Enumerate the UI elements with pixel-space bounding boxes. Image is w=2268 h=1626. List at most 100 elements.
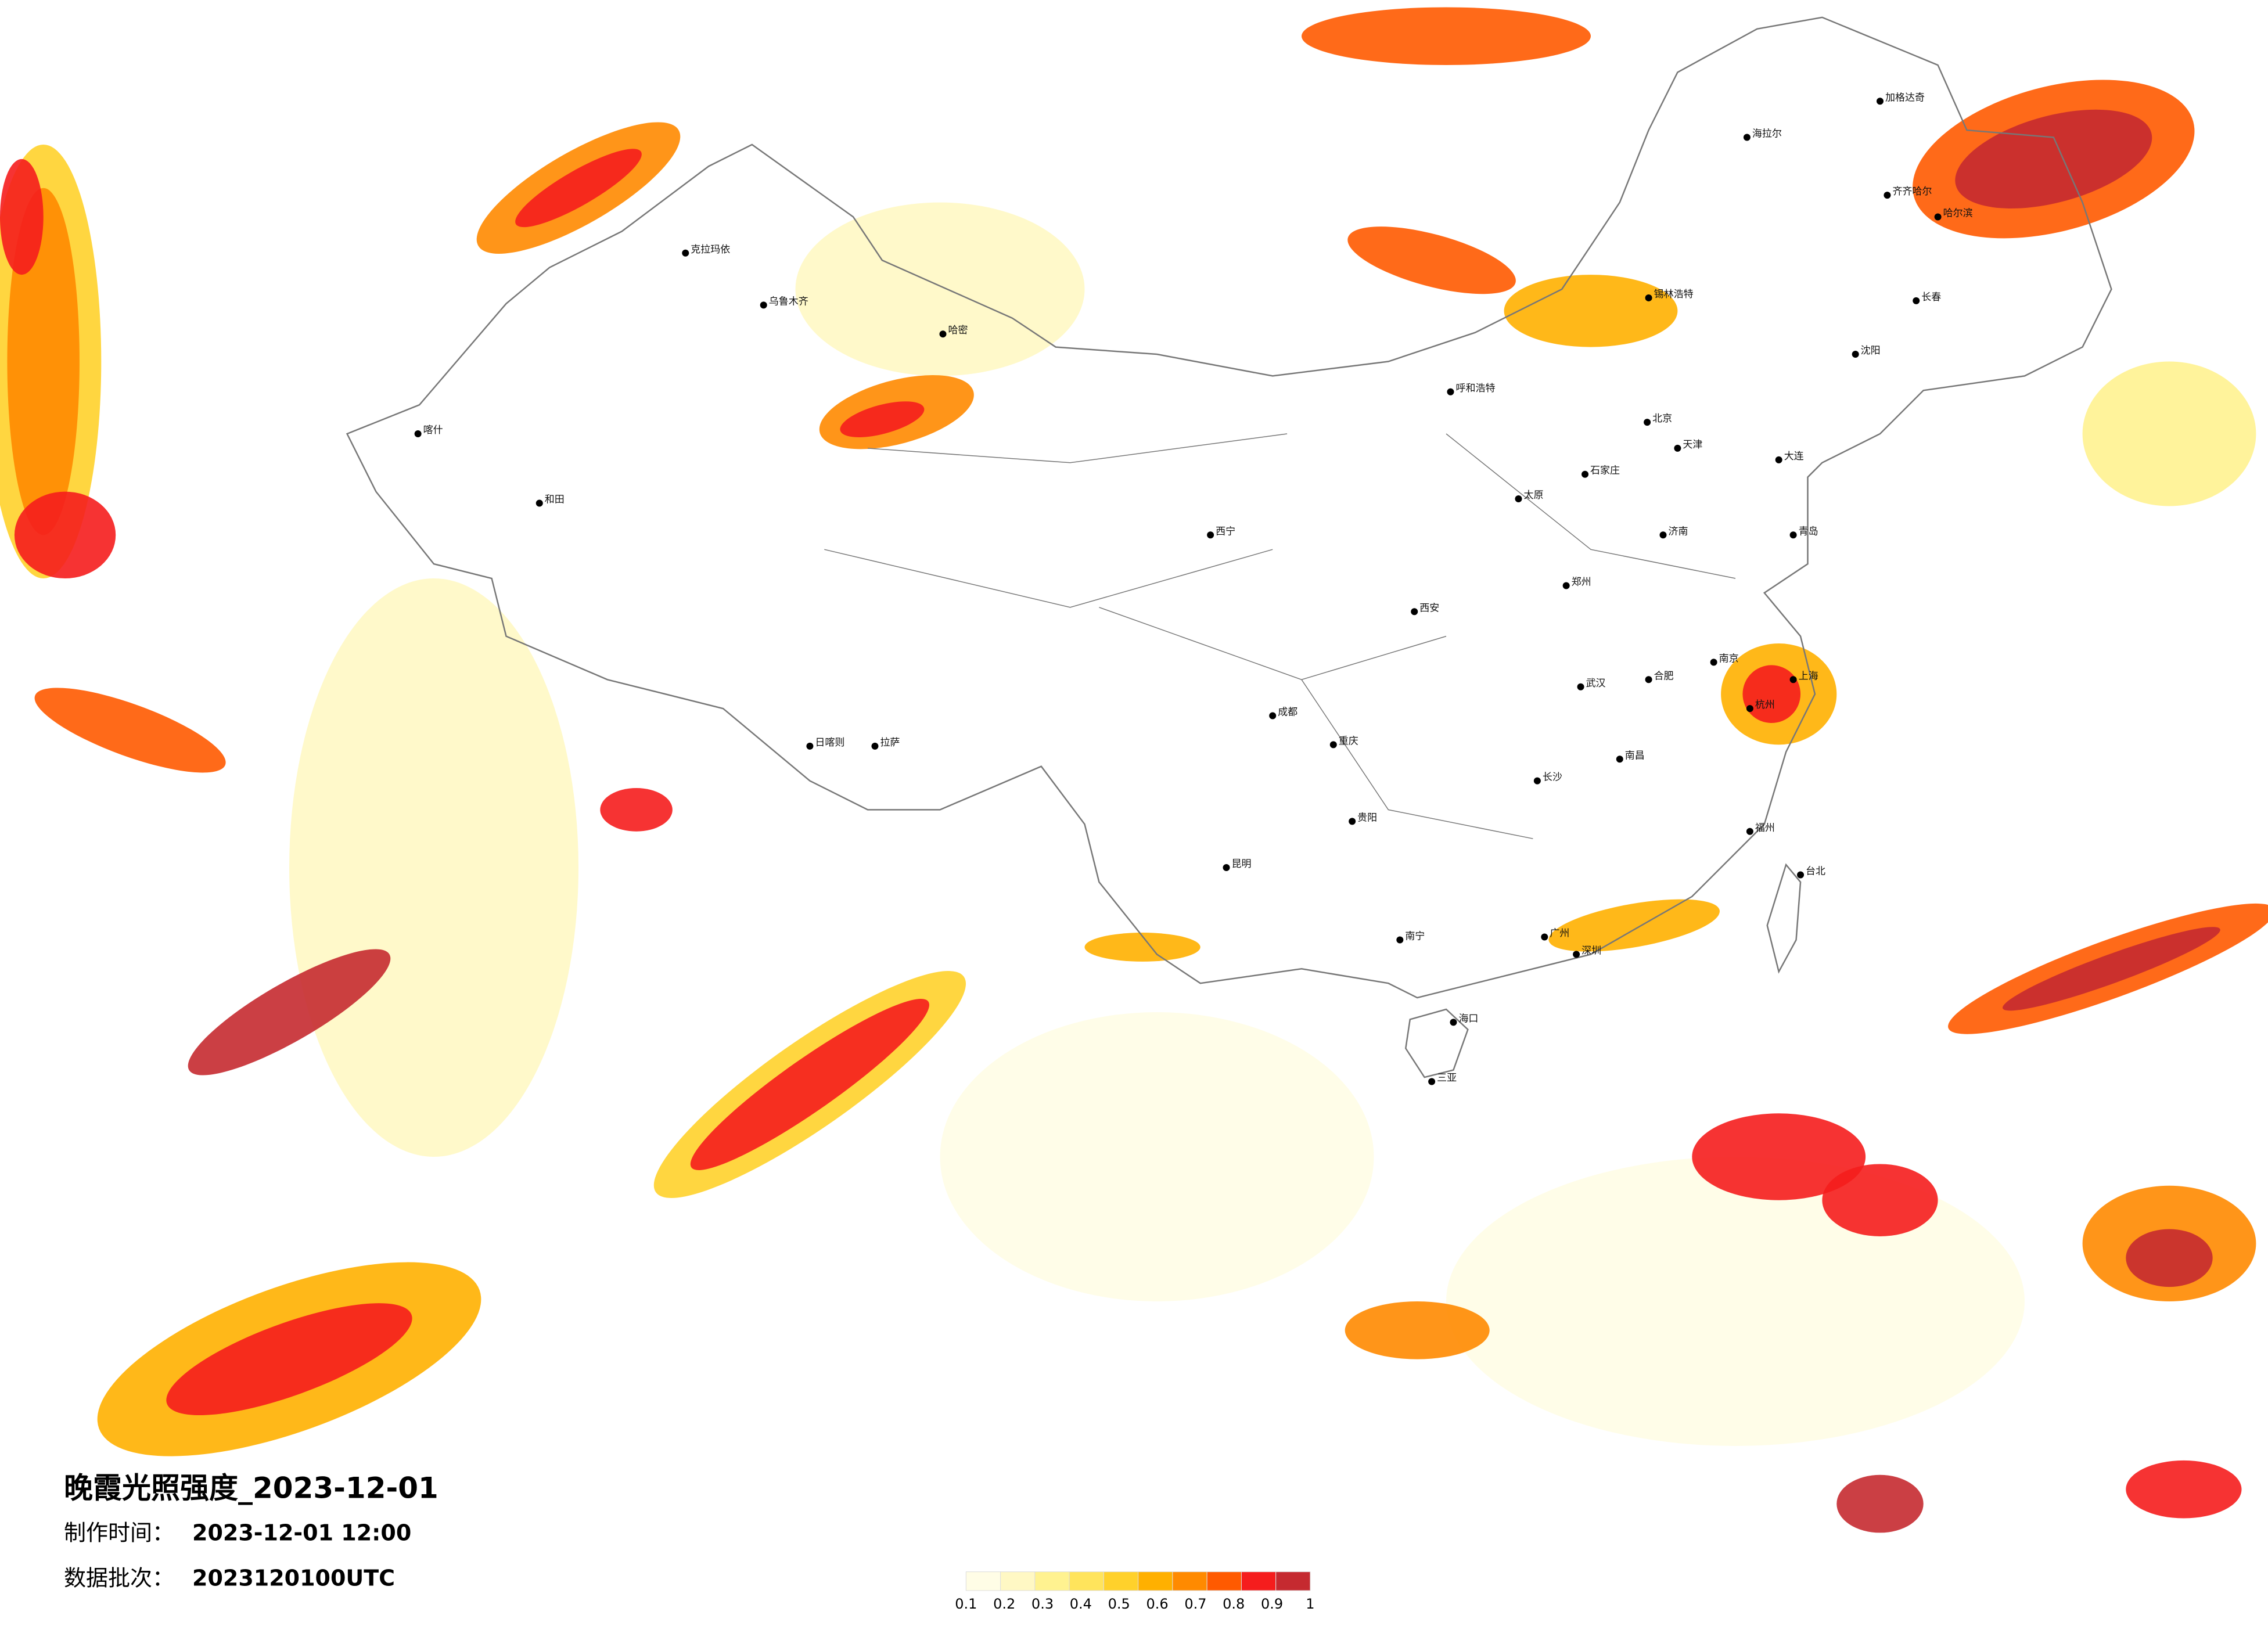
city-dot <box>1269 712 1277 720</box>
legend-tick-label: 0.4 <box>1070 1596 1092 1612</box>
intensity-patch <box>1347 226 1516 294</box>
intensity-patch <box>1742 665 1801 723</box>
city-label: 三亚 <box>1437 1073 1457 1084</box>
city-dot <box>806 742 814 750</box>
city-dot <box>1789 531 1797 539</box>
city-label: 青岛 <box>1799 526 1818 537</box>
map-title: 晚霞光照强度_2023-12-01 <box>64 1472 438 1505</box>
city-dot <box>1329 741 1337 749</box>
province-border <box>867 433 1288 463</box>
city-label: 深圳 <box>1582 945 1601 956</box>
city-label: 郑州 <box>1572 576 1591 588</box>
city-dot <box>1515 495 1522 503</box>
city-dot <box>1447 388 1454 395</box>
city-label: 贵阳 <box>1357 812 1377 823</box>
city-label: 天津 <box>1683 439 1702 451</box>
city-label: 太原 <box>1524 490 1544 501</box>
intensity-raster <box>0 7 2268 1533</box>
city-dot <box>1644 419 1651 426</box>
intensity-patch <box>1345 1301 1490 1359</box>
city-dot <box>414 430 422 437</box>
province-border <box>1099 607 1447 681</box>
legend-swatch <box>965 1571 1001 1591</box>
legend-tick-label: 0.8 <box>1223 1596 1245 1612</box>
intensity-patch <box>166 1303 412 1416</box>
city-dot <box>1616 756 1623 763</box>
island-border <box>1766 863 1802 974</box>
province-border <box>1301 679 1533 839</box>
city-label: 长春 <box>1921 292 1941 303</box>
city-label: 武汉 <box>1586 678 1606 689</box>
city-dot <box>1450 1019 1457 1026</box>
city-label: 和田 <box>545 494 565 506</box>
intensity-patch <box>7 188 80 535</box>
intensity-patch <box>289 578 578 1157</box>
city-dot <box>939 330 947 338</box>
intensity-patch <box>1692 1113 1866 1200</box>
legend-tick-label: 0.7 <box>1184 1596 1206 1612</box>
intensity-patch <box>515 149 642 228</box>
city-label: 西宁 <box>1216 526 1235 537</box>
city-dot <box>1541 933 1548 941</box>
city-label: 沈阳 <box>1861 345 1881 357</box>
intensity-patch <box>690 999 929 1170</box>
city-label: 拉萨 <box>880 737 900 749</box>
city-label: 哈密 <box>948 325 968 336</box>
intensity-patch <box>2082 361 2256 506</box>
intensity-patch <box>14 491 116 578</box>
city-dot <box>871 742 879 750</box>
city-dot <box>1884 192 1891 199</box>
city-label: 杭州 <box>1755 699 1775 711</box>
city-label: 大连 <box>1784 451 1804 462</box>
legend-tick-label: 1 <box>1306 1596 1314 1612</box>
intensity-patch <box>2126 1229 2213 1287</box>
intensity-patch <box>2126 1460 2242 1519</box>
city-label: 锡林浩特 <box>1654 289 1694 300</box>
city-label: 南宁 <box>1405 931 1425 942</box>
intensity-patch <box>1836 1474 1924 1533</box>
legend-swatch <box>1206 1571 1242 1591</box>
city-label: 长沙 <box>1543 772 1562 783</box>
legend-swatch <box>1000 1571 1036 1591</box>
intensity-patch <box>1822 1164 1938 1236</box>
city-dot <box>1934 213 1942 221</box>
legend-tick-label: 0.1 <box>955 1596 977 1612</box>
intensity-patch <box>1446 1157 2025 1446</box>
city-dot <box>1852 351 1859 358</box>
borders <box>346 16 2112 1078</box>
intensity-patch <box>0 159 44 275</box>
intensity-patch <box>1504 275 1678 347</box>
legend-swatch <box>1275 1571 1311 1591</box>
city-dot <box>1789 676 1797 684</box>
city-label: 石家庄 <box>1590 465 1620 477</box>
legend-tick-label: 0.9 <box>1261 1596 1283 1612</box>
city-dot <box>1659 531 1667 539</box>
intensity-patch <box>188 949 391 1075</box>
city-dot <box>1746 705 1753 713</box>
city-label: 福州 <box>1755 822 1775 834</box>
intensity-patch <box>34 688 226 773</box>
city-dot <box>1775 456 1782 463</box>
intensity-patch <box>1084 933 1201 962</box>
legend-swatch <box>1034 1571 1070 1591</box>
city-dot <box>682 249 689 257</box>
city-label: 合肥 <box>1654 670 1674 682</box>
legend-tick-label: 0.2 <box>993 1596 1015 1612</box>
intensity-patch <box>600 788 673 832</box>
city-dot <box>1913 297 1920 304</box>
intensity-patch <box>1302 7 1591 66</box>
made-value: 2023-12-01 12:00 <box>192 1520 411 1546</box>
city-label: 加格达奇 <box>1885 92 1925 103</box>
city-dot <box>760 301 767 309</box>
city-dot <box>1877 98 1884 105</box>
city-dot <box>1428 1078 1436 1085</box>
city-label: 哈尔滨 <box>1943 208 1973 220</box>
city-dot <box>1645 676 1652 684</box>
province-border <box>824 549 1273 608</box>
city-dot <box>1349 818 1356 825</box>
city-label: 北京 <box>1652 413 1672 425</box>
intensity-patch <box>1955 109 2152 208</box>
island-border <box>1404 1008 1469 1078</box>
city-dot <box>1645 294 1652 301</box>
